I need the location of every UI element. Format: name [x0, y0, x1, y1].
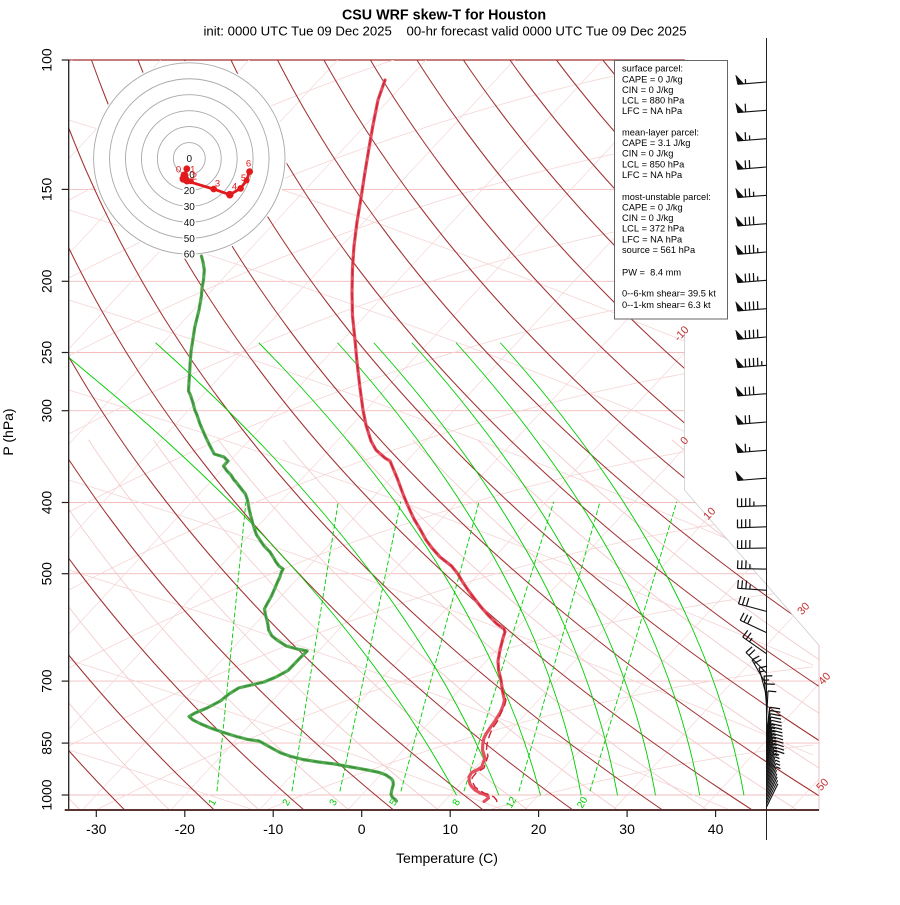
svg-text:-20: -20 — [175, 821, 195, 837]
svg-text:10: 10 — [184, 170, 196, 181]
svg-text:700: 700 — [39, 669, 55, 693]
svg-text:300: 300 — [39, 399, 55, 423]
svg-text:50: 50 — [184, 234, 196, 245]
svg-text:PW = 8.4 mm: PW = 8.4 mm — [622, 268, 681, 278]
svg-text:60: 60 — [184, 250, 196, 261]
svg-text:0: 0 — [176, 165, 181, 176]
svg-text:P (hPa): P (hPa) — [0, 408, 16, 455]
svg-text:source = 561 hPa: source = 561 hPa — [622, 245, 696, 255]
svg-text:CIN = 0 J/kg: CIN = 0 J/kg — [622, 85, 673, 95]
svg-text:30: 30 — [184, 202, 196, 213]
svg-text:30: 30 — [619, 821, 635, 837]
svg-text:LFC = NA hPa: LFC = NA hPa — [622, 170, 683, 180]
svg-text:5: 5 — [241, 173, 246, 184]
svg-text:3: 3 — [328, 797, 341, 808]
svg-text:2: 2 — [281, 797, 294, 808]
svg-text:1000: 1000 — [39, 779, 55, 810]
svg-text:mean-layer parcel:: mean-layer parcel: — [622, 128, 699, 138]
svg-text:LCL = 850 hPa: LCL = 850 hPa — [622, 159, 685, 169]
svg-text:40: 40 — [708, 821, 724, 837]
svg-text:1: 1 — [207, 797, 220, 808]
svg-text:surface parcel:: surface parcel: — [622, 64, 683, 74]
svg-text:40: 40 — [184, 218, 196, 229]
svg-text:4: 4 — [232, 182, 237, 193]
svg-text:1: 1 — [190, 165, 195, 176]
svg-text:12: 12 — [504, 795, 519, 811]
svg-text:20: 20 — [575, 795, 590, 811]
svg-text:-30: -30 — [86, 821, 106, 837]
svg-text:LFC = NA hPa: LFC = NA hPa — [622, 234, 683, 244]
svg-text:6: 6 — [246, 159, 251, 170]
svg-text:-10: -10 — [263, 821, 283, 837]
svg-text:250: 250 — [39, 341, 55, 365]
svg-text:LCL = 880 hPa: LCL = 880 hPa — [622, 96, 685, 106]
svg-text:0--1-km shear= 6.3 kt: 0--1-km shear= 6.3 kt — [622, 300, 711, 310]
svg-text:20: 20 — [184, 186, 196, 197]
svg-text:5: 5 — [388, 797, 401, 808]
svg-text:CSU WRF skew-T for Houston: CSU WRF skew-T for Houston — [342, 8, 546, 24]
svg-text:CAPE = 0 J/kg: CAPE = 0 J/kg — [622, 74, 683, 84]
svg-text:0--6-km shear= 39.5 kt: 0--6-km shear= 39.5 kt — [622, 289, 716, 299]
svg-text:CIN = 0 J/kg: CIN = 0 J/kg — [622, 149, 673, 159]
svg-text:150: 150 — [39, 178, 55, 202]
svg-text:init: 0000 UTC Tue 09 Dec 2025: init: 0000 UTC Tue 09 Dec 2025 00-hr for… — [203, 24, 686, 39]
svg-text:850: 850 — [39, 731, 55, 755]
svg-text:100: 100 — [39, 48, 55, 72]
svg-text:10: 10 — [442, 821, 458, 837]
svg-text:0: 0 — [187, 154, 193, 165]
svg-text:LFC = NA hPa: LFC = NA hPa — [622, 106, 683, 116]
svg-text:0: 0 — [358, 821, 366, 837]
svg-text:20: 20 — [531, 821, 547, 837]
svg-text:8: 8 — [451, 797, 464, 808]
svg-text:CIN = 0 J/kg: CIN = 0 J/kg — [622, 213, 673, 223]
svg-text:500: 500 — [39, 562, 55, 586]
svg-text:CAPE = 3.1 J/kg: CAPE = 3.1 J/kg — [622, 138, 690, 148]
svg-text:most-unstable parcel:: most-unstable parcel: — [622, 192, 711, 202]
svg-text:CAPE = 0 J/kg: CAPE = 0 J/kg — [622, 203, 683, 213]
svg-text:Temperature (C): Temperature (C) — [396, 850, 498, 866]
svg-text:LCL = 372 hPa: LCL = 372 hPa — [622, 224, 685, 234]
svg-text:2: 2 — [192, 172, 197, 183]
svg-text:400: 400 — [39, 491, 55, 515]
svg-text:3: 3 — [215, 179, 220, 190]
svg-text:200: 200 — [39, 269, 55, 293]
